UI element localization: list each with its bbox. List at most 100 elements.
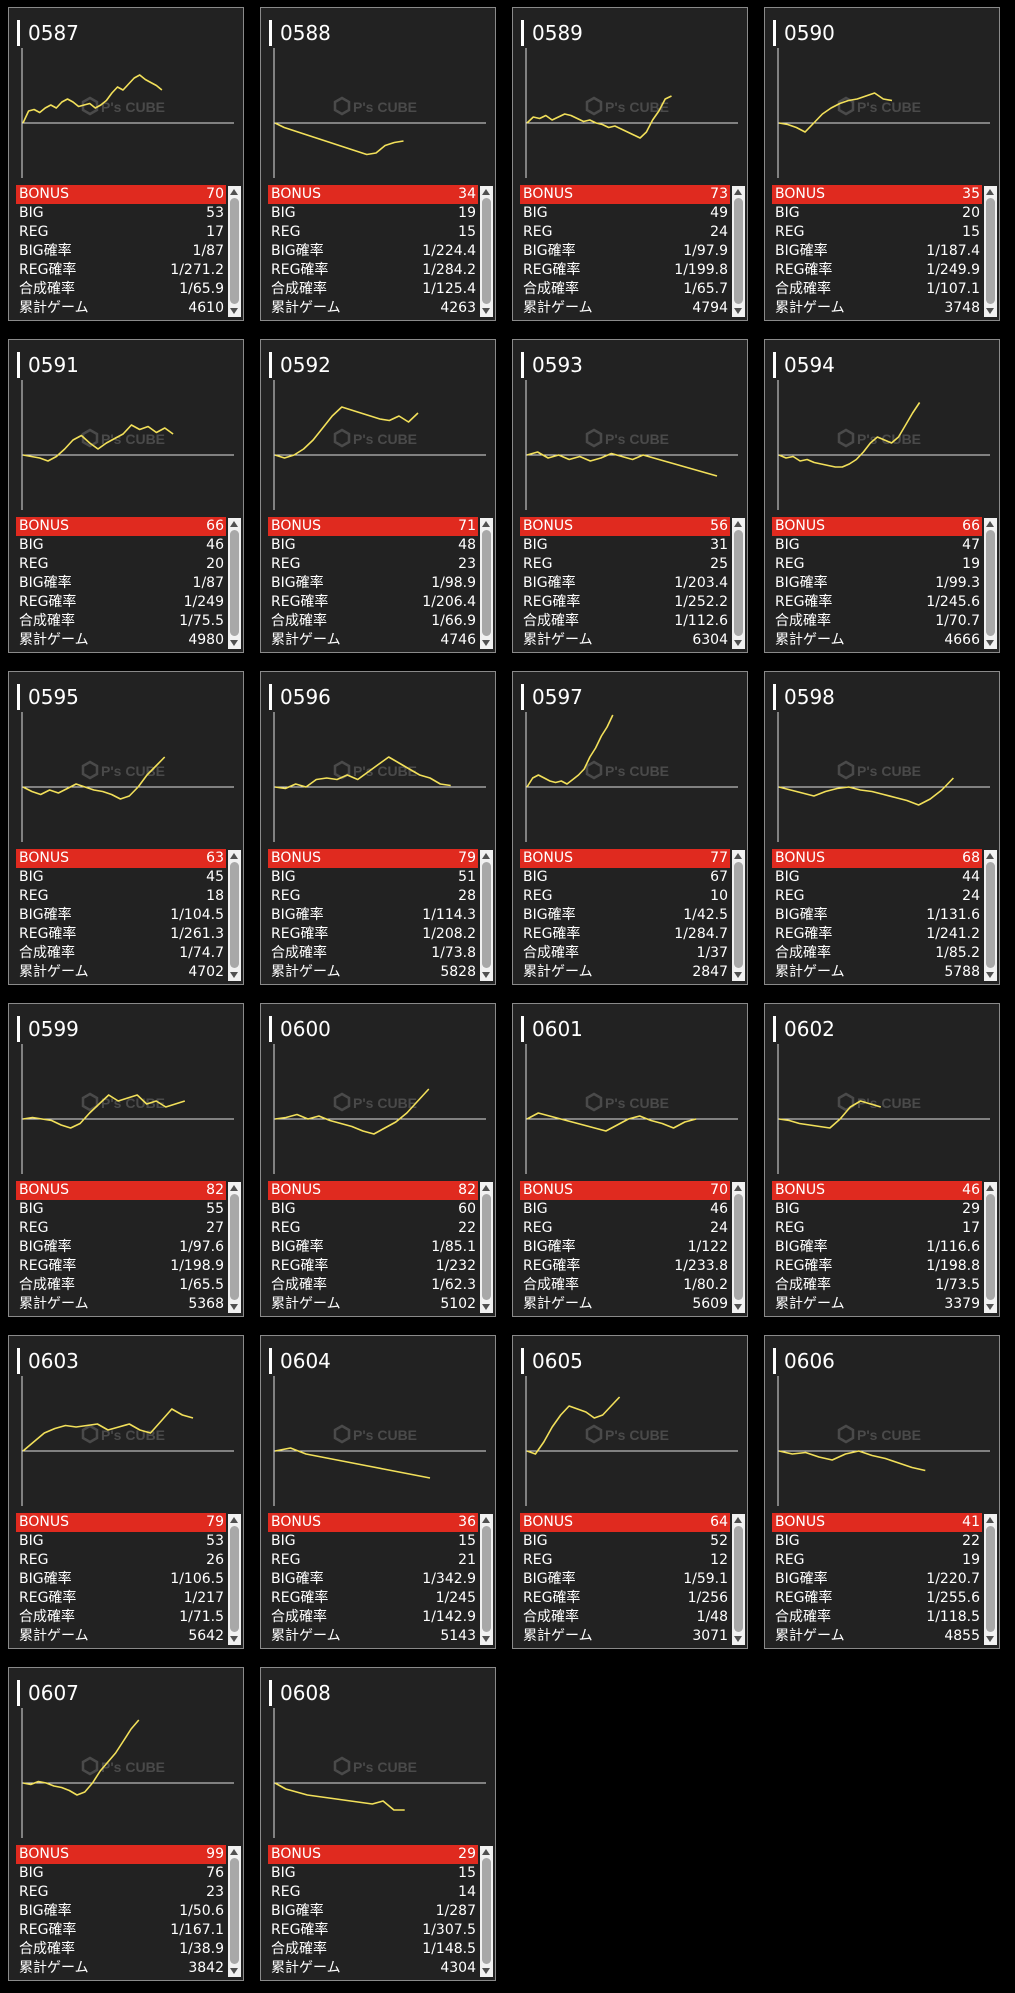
machine-card[interactable]: 0608 P's CUBE BONUS 29 BIG 15 REG 14 BIG確率 1/287 R… [260, 1667, 496, 1981]
stats-scrollbar[interactable] [480, 1846, 493, 1977]
scrollbar-thumb[interactable] [482, 862, 491, 968]
scrollbar-thumb[interactable] [482, 1858, 491, 1964]
scroll-up-arrow-icon[interactable] [230, 1185, 238, 1191]
scroll-down-arrow-icon[interactable] [734, 1304, 742, 1310]
machine-card[interactable]: 0593 P's CUBE BONUS 56 BIG 31 REG 25 BIG確率 1/203.… [512, 339, 748, 653]
stats-scrollbar[interactable] [732, 1514, 745, 1645]
scroll-down-arrow-icon[interactable] [734, 1636, 742, 1642]
machine-card[interactable]: 0589 P's CUBE BONUS 73 BIG 49 REG 24 BIG確率 1/97.9… [512, 7, 748, 321]
scrollbar-thumb[interactable] [986, 1194, 995, 1300]
machine-card[interactable]: 0595 P's CUBE BONUS 63 BIG 45 REG 18 BIG確率 1/104.… [8, 671, 244, 985]
stats-scrollbar[interactable] [480, 850, 493, 981]
scroll-down-arrow-icon[interactable] [482, 1636, 490, 1642]
stats-scrollbar[interactable] [480, 1182, 493, 1313]
scrollbar-thumb[interactable] [734, 530, 743, 636]
scroll-down-arrow-icon[interactable] [734, 972, 742, 978]
scrollbar-thumb[interactable] [482, 1194, 491, 1300]
scroll-up-arrow-icon[interactable] [986, 1517, 994, 1523]
scroll-down-arrow-icon[interactable] [482, 640, 490, 646]
scroll-up-arrow-icon[interactable] [482, 189, 490, 195]
scroll-down-arrow-icon[interactable] [230, 972, 238, 978]
scroll-up-arrow-icon[interactable] [986, 521, 994, 527]
scroll-up-arrow-icon[interactable] [734, 189, 742, 195]
stats-scrollbar[interactable] [480, 518, 493, 649]
machine-card[interactable]: 0601 P's CUBE BONUS 70 BIG 46 REG 24 BIG確率 1/122 R… [512, 1003, 748, 1317]
stats-scrollbar[interactable] [228, 1514, 241, 1645]
scroll-up-arrow-icon[interactable] [986, 1185, 994, 1191]
machine-card[interactable]: 0592 P's CUBE BONUS 71 BIG 48 REG 23 BIG確率 1/98.9… [260, 339, 496, 653]
scroll-down-arrow-icon[interactable] [986, 1304, 994, 1310]
stats-scrollbar[interactable] [732, 850, 745, 981]
scrollbar-thumb[interactable] [482, 530, 491, 636]
scroll-up-arrow-icon[interactable] [482, 1849, 490, 1855]
machine-card[interactable]: 0594 P's CUBE BONUS 66 BIG 47 REG 19 BIG確率 1/99.3… [764, 339, 1000, 653]
stats-scrollbar[interactable] [732, 1182, 745, 1313]
scroll-down-arrow-icon[interactable] [482, 1968, 490, 1974]
stats-scrollbar[interactable] [732, 518, 745, 649]
stats-scrollbar[interactable] [480, 1514, 493, 1645]
machine-card[interactable]: 0602 P's CUBE BONUS 46 BIG 29 REG 17 BIG確率 1/116.… [764, 1003, 1000, 1317]
machine-card[interactable]: 0603 P's CUBE BONUS 79 BIG 53 REG 26 BIG確率 1/106.… [8, 1335, 244, 1649]
scrollbar-thumb[interactable] [230, 862, 239, 968]
machine-card[interactable]: 0607 P's CUBE BONUS 99 BIG 76 REG 23 BIG確率 1/50.6… [8, 1667, 244, 1981]
machine-card[interactable]: 0597 P's CUBE BONUS 77 BIG 67 REG 10 BIG確率 1/42.5… [512, 671, 748, 985]
scrollbar-thumb[interactable] [986, 530, 995, 636]
scrollbar-thumb[interactable] [482, 198, 491, 304]
scrollbar-thumb[interactable] [734, 1194, 743, 1300]
scroll-down-arrow-icon[interactable] [230, 1304, 238, 1310]
scrollbar-thumb[interactable] [230, 1194, 239, 1300]
scrollbar-thumb[interactable] [230, 198, 239, 304]
stats-scrollbar[interactable] [228, 518, 241, 649]
scroll-down-arrow-icon[interactable] [986, 972, 994, 978]
scroll-up-arrow-icon[interactable] [230, 189, 238, 195]
scroll-up-arrow-icon[interactable] [482, 853, 490, 859]
stats-scrollbar[interactable] [228, 186, 241, 317]
machine-card[interactable]: 0604 P's CUBE BONUS 36 BIG 15 REG 21 BIG確率 1/342.… [260, 1335, 496, 1649]
scrollbar-thumb[interactable] [230, 530, 239, 636]
scroll-down-arrow-icon[interactable] [986, 640, 994, 646]
stats-scrollbar[interactable] [984, 1514, 997, 1645]
stats-scrollbar[interactable] [984, 850, 997, 981]
scroll-up-arrow-icon[interactable] [734, 521, 742, 527]
scrollbar-thumb[interactable] [986, 1526, 995, 1632]
scroll-down-arrow-icon[interactable] [230, 1636, 238, 1642]
machine-card[interactable]: 0596 P's CUBE BONUS 79 BIG 51 REG 28 BIG確率 1/114.… [260, 671, 496, 985]
scroll-up-arrow-icon[interactable] [734, 1517, 742, 1523]
scrollbar-thumb[interactable] [986, 198, 995, 304]
machine-card[interactable]: 0600 P's CUBE BONUS 82 BIG 60 REG 22 BIG確率 1/85.1… [260, 1003, 496, 1317]
scroll-up-arrow-icon[interactable] [230, 521, 238, 527]
scroll-up-arrow-icon[interactable] [482, 521, 490, 527]
scroll-up-arrow-icon[interactable] [986, 189, 994, 195]
scrollbar-thumb[interactable] [986, 862, 995, 968]
scroll-down-arrow-icon[interactable] [734, 640, 742, 646]
stats-scrollbar[interactable] [984, 1182, 997, 1313]
stats-scrollbar[interactable] [480, 186, 493, 317]
scrollbar-thumb[interactable] [734, 1526, 743, 1632]
machine-card[interactable]: 0587 P's CUBE BONUS 70 BIG 53 REG 17 BIG確率 1/87 RE… [8, 7, 244, 321]
scroll-down-arrow-icon[interactable] [230, 308, 238, 314]
stats-scrollbar[interactable] [228, 1182, 241, 1313]
scroll-down-arrow-icon[interactable] [482, 1304, 490, 1310]
machine-card[interactable]: 0598 P's CUBE BONUS 68 BIG 44 REG 24 BIG確率 1/131.… [764, 671, 1000, 985]
scrollbar-thumb[interactable] [734, 862, 743, 968]
stats-scrollbar[interactable] [984, 518, 997, 649]
scroll-up-arrow-icon[interactable] [482, 1185, 490, 1191]
stats-scrollbar[interactable] [228, 850, 241, 981]
scroll-down-arrow-icon[interactable] [482, 972, 490, 978]
scroll-down-arrow-icon[interactable] [230, 1968, 238, 1974]
scroll-down-arrow-icon[interactable] [986, 308, 994, 314]
machine-card[interactable]: 0591 P's CUBE BONUS 66 BIG 46 REG 20 BIG確率 1/87 RE… [8, 339, 244, 653]
scroll-up-arrow-icon[interactable] [482, 1517, 490, 1523]
scroll-down-arrow-icon[interactable] [482, 308, 490, 314]
scroll-up-arrow-icon[interactable] [230, 1849, 238, 1855]
stats-scrollbar[interactable] [732, 186, 745, 317]
stats-scrollbar[interactable] [984, 186, 997, 317]
machine-card[interactable]: 0599 P's CUBE BONUS 82 BIG 55 REG 27 BIG確率 1/97.6… [8, 1003, 244, 1317]
scroll-up-arrow-icon[interactable] [230, 1517, 238, 1523]
scrollbar-thumb[interactable] [230, 1526, 239, 1632]
scroll-up-arrow-icon[interactable] [986, 853, 994, 859]
scrollbar-thumb[interactable] [482, 1526, 491, 1632]
scroll-down-arrow-icon[interactable] [986, 1636, 994, 1642]
scroll-up-arrow-icon[interactable] [734, 853, 742, 859]
scroll-up-arrow-icon[interactable] [230, 853, 238, 859]
